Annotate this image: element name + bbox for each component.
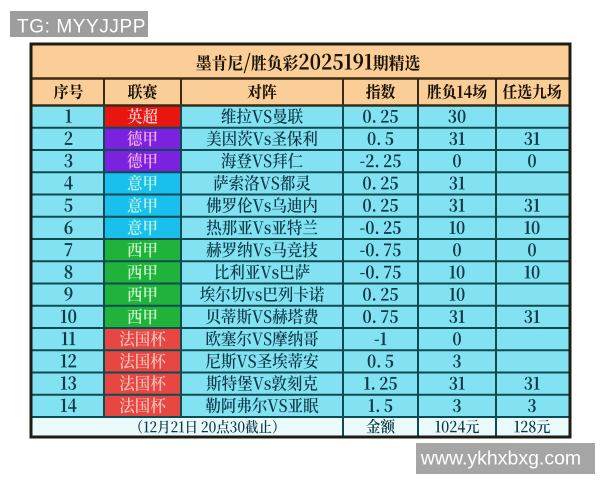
- svg-text:TG: MYYJJPP: TG: MYYJJPP: [17, 17, 146, 38]
- svg-text:www.ykhxbxg.com: www.ykhxbxg.com: [420, 448, 581, 470]
